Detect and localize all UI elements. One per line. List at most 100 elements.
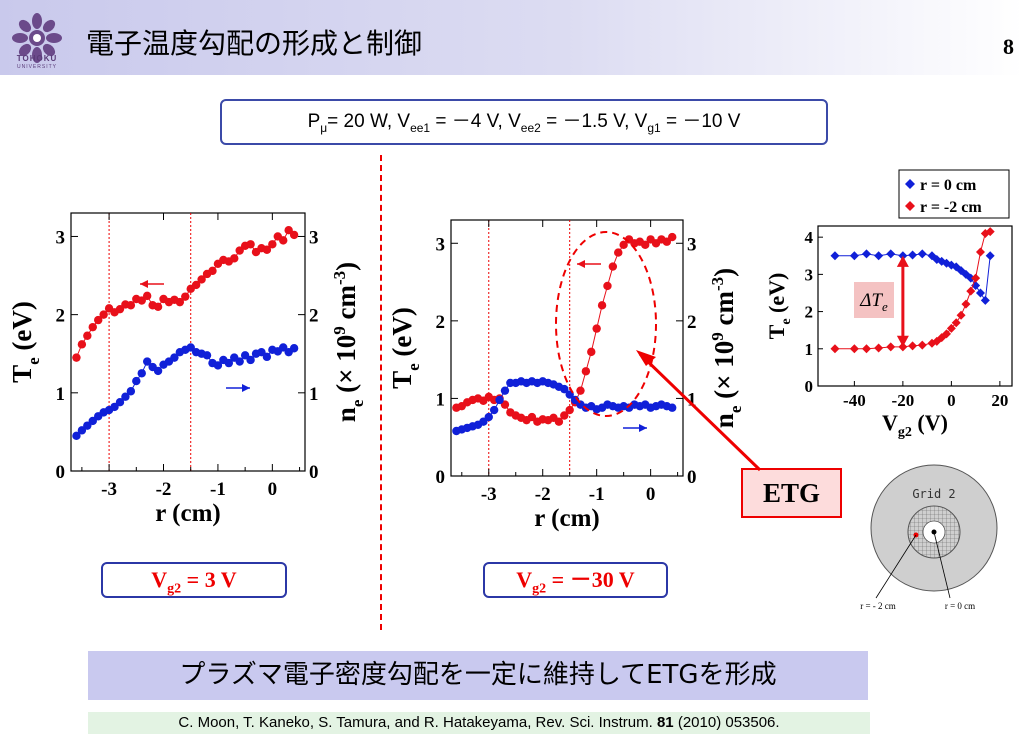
data-point: [917, 249, 927, 259]
y-tick-label: 3: [805, 265, 814, 284]
data-point: [88, 416, 97, 426]
y-tick-label: 2: [436, 312, 446, 333]
data-point: [186, 343, 195, 352]
data-point: [99, 310, 108, 319]
y-right-tick-label: 2: [687, 312, 697, 333]
data-point: [641, 240, 650, 250]
data-point: [262, 245, 272, 254]
x-tick-label: -2: [156, 479, 172, 500]
data-point: [235, 246, 244, 255]
data-point: [153, 366, 163, 376]
y-axis-label: Te (eV): [7, 301, 43, 383]
y-tick-label: 1: [56, 384, 66, 405]
ee1-value: = －4 V, V: [430, 111, 521, 132]
data-point: [603, 281, 612, 291]
pointer-line-right: [933, 531, 951, 599]
data-point: [132, 376, 141, 386]
data-point: [142, 291, 152, 301]
y-right-tick-label: 3: [309, 227, 319, 248]
x-tick-label: -2: [535, 484, 551, 505]
data-point: [980, 228, 990, 238]
data-point: [985, 227, 995, 237]
legend-marker: [905, 179, 915, 189]
x-axis-label: r (cm): [155, 500, 220, 527]
left-vg2-sub: g2: [167, 581, 182, 597]
y-tick-label: 4: [805, 228, 814, 247]
x-tick-label: 0: [268, 479, 278, 500]
page-number: 8: [1003, 34, 1014, 59]
middle-profile-chart: -3 -2 -1 0 0 1 2 3 0 1 2 3 r (cm) Te (eV) ne (× 109 cm…: [387, 219, 745, 532]
plot-frame: [450, 219, 684, 477]
data-point: [246, 355, 255, 365]
data-point: [489, 405, 499, 415]
data-point: [262, 352, 272, 362]
data-point: [137, 369, 146, 378]
left-vg2-value: = 3 V: [181, 567, 237, 592]
data-point: [975, 247, 985, 257]
blue-arrowhead: [639, 424, 647, 432]
legend-label: r = -2 cm: [920, 199, 982, 216]
data-point: [115, 398, 125, 407]
data-point: [862, 249, 871, 259]
data-point: [917, 340, 927, 350]
x-tick-label: -3: [481, 484, 497, 505]
data-point: [886, 249, 896, 259]
p-value: = 20 W, V: [327, 111, 411, 132]
data-point: [849, 344, 859, 354]
data-point: [257, 347, 266, 357]
y-right-axis-label: ne (× 109 cm-3): [708, 268, 745, 428]
delta-te-box: [854, 282, 894, 318]
grid-diagram: Grid 2 r = - 2 cm r = 0 cm: [860, 464, 998, 611]
mid-vg2-v: V: [516, 567, 533, 592]
data-point: [175, 297, 185, 307]
data-point: [592, 324, 601, 333]
delta-arrowhead-top: [896, 255, 909, 267]
data-point: [235, 357, 244, 366]
data-point: [614, 248, 623, 257]
citation-volume: 81: [656, 714, 674, 731]
y-right-axis-label: ne (× 109 cm-3): [330, 262, 367, 422]
data-point: [985, 251, 995, 261]
y-right-tick-label: 1: [687, 389, 697, 410]
data-point: [966, 273, 976, 283]
data-point: [77, 340, 87, 349]
data-point: [88, 322, 97, 332]
data-point: [77, 426, 87, 435]
slide-title: 電子温度勾配の形成と制御: [86, 27, 423, 60]
citation-authors: C. Moon, T. Kaneko, S. Tamura, and R. Ha…: [178, 714, 657, 731]
data-point: [932, 254, 942, 264]
university-logo-icon: [12, 13, 62, 63]
grid-title: Grid 2: [912, 487, 955, 501]
data-point: [849, 251, 859, 261]
ee2-value: = －1.5 V, V: [540, 111, 648, 132]
data-point: [142, 357, 152, 366]
vg2-scan-chart: -40 -20 0 20 0 1 2 3 4 r = 0 cm r = -2 cm ΔTe Vg2 (V…: [764, 169, 1013, 440]
data-point: [668, 403, 677, 412]
data-point: [126, 301, 136, 310]
data-point: [213, 361, 223, 370]
data-point: [246, 240, 255, 249]
data-point: [668, 232, 677, 242]
etg-pointer-arrow: [638, 352, 762, 472]
key-message: プラズマ電子密度勾配を一定に維持してETGを形成: [88, 651, 868, 700]
data-point: [72, 353, 81, 362]
data-point: [874, 343, 884, 353]
citation-rest: (2010) 053506.: [673, 714, 780, 731]
citation: C. Moon, T. Kaneko, S. Tamura, and R. Ha…: [88, 712, 870, 734]
left-vg2-label: Vg2 = 3 V: [101, 562, 287, 598]
y-tick-label: 3: [56, 227, 66, 248]
y-right-tick-label: 3: [687, 234, 697, 255]
data-point: [956, 266, 966, 276]
etg-label-box: ETG: [741, 468, 842, 518]
data-point: [862, 344, 871, 354]
left-vg2-v: V: [151, 567, 168, 592]
data-point: [560, 411, 569, 420]
delta-te-label: ΔTe: [859, 290, 888, 314]
left-profile-chart: -3 -2 -1 0 0 1 2 3 0 1 2 3 r (cm) Te (eV) ne (× 109 cm…: [7, 212, 367, 527]
data-point: [971, 273, 981, 283]
data-point: [946, 323, 956, 333]
data-point: [908, 341, 918, 351]
data-point: [83, 331, 92, 340]
data-point: [224, 358, 234, 368]
